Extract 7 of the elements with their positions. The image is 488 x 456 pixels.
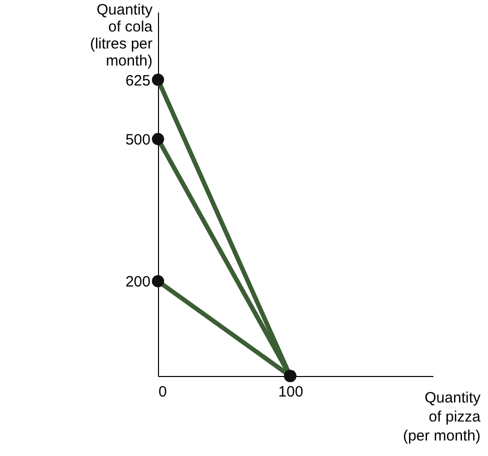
y-tick-label: 625 bbox=[125, 72, 150, 90]
y-tick-label: 500 bbox=[125, 132, 150, 149]
y-tick-label: 200 bbox=[125, 274, 150, 291]
x-tick-label: 100 bbox=[278, 384, 304, 400]
y-axis-title: Quantity of cola (litres per month) bbox=[90, 2, 154, 70]
x-tick-label: 0 bbox=[158, 384, 167, 400]
x-axis-title: Quantity of pizza (per month) bbox=[402, 390, 482, 444]
